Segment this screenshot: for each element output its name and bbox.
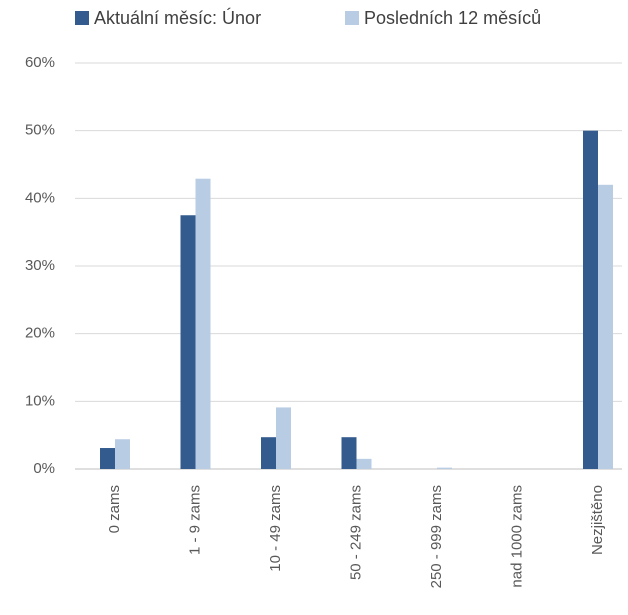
x-tick-label: Nezjištěno [589,485,606,555]
x-tick-label: 50 - 249 zams [347,485,364,580]
y-tick-label: 50% [25,122,55,139]
bar [180,215,196,469]
bar [437,467,452,469]
y-tick-label: 10% [25,392,55,409]
legend-label: Posledních 12 měsíců [364,8,541,28]
y-tick-label: 0% [33,460,55,477]
x-tick-label: 250 - 999 zams [428,485,445,588]
bar [195,178,211,469]
y-tick-label: 30% [25,257,55,274]
y-tick-label: 40% [25,189,55,206]
bar [598,184,613,470]
x-tick-label: 0 zams [106,485,123,533]
x-tick-label: 1 - 9 zams [186,485,203,555]
bar [261,437,276,469]
bar [115,439,130,469]
y-tick-label: 20% [25,325,55,342]
bar [276,407,291,469]
x-tick-label: nad 1000 zams [508,485,525,588]
x-tick-label: 10 - 49 zams [267,485,284,572]
y-tick-label: 60% [25,54,55,71]
bar [341,437,357,469]
legend-swatch [345,11,359,25]
legend-swatch [75,11,89,25]
bar [583,130,598,469]
bar [356,458,372,469]
legend-label: Aktuální měsíc: Únor [94,7,261,28]
bar [100,448,115,469]
